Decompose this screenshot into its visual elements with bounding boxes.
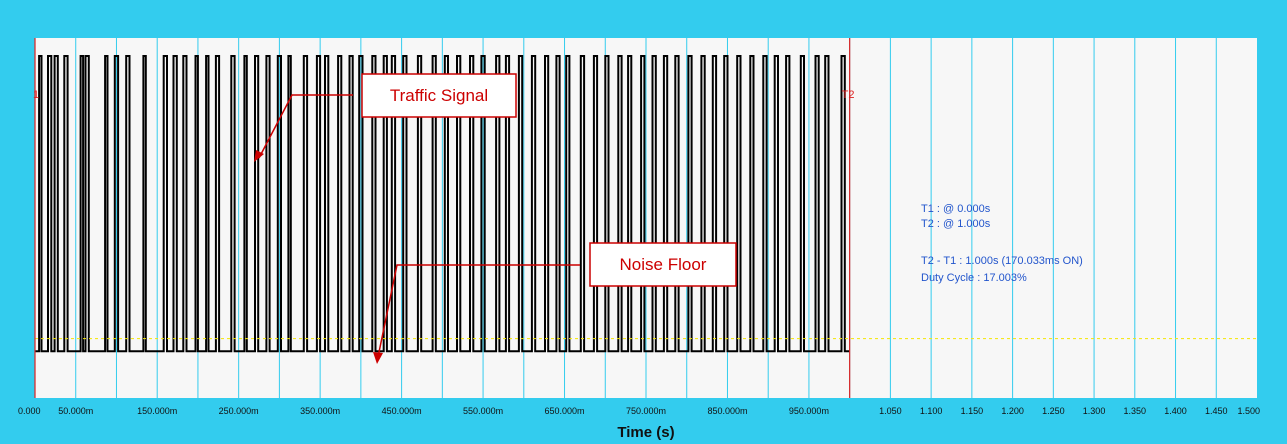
cursor-t1-label: 1	[33, 89, 39, 101]
signal-trace	[35, 55, 850, 353]
traffic-signal-label: Traffic Signal	[390, 86, 488, 105]
x-tick-label: 1.200	[1001, 406, 1024, 416]
x-tick-label: 1.150	[961, 406, 984, 416]
x-tick-label: 750.000m	[626, 406, 666, 416]
x-tick-label: 1.400	[1164, 406, 1187, 416]
noise-floor-box	[589, 242, 737, 287]
x-tick-label: 550.000m	[463, 406, 503, 416]
signal-line	[35, 55, 850, 353]
x-tick-label: 850.000m	[707, 406, 747, 416]
cursor-t2-label: T2	[842, 89, 855, 101]
traffic-signal-callout: Traffic Signal	[254, 73, 517, 162]
x-tick-label: 1.300	[1083, 406, 1106, 416]
noise-floor-label: Noise Floor	[620, 255, 707, 274]
readout-delta: T2 - T1 : 1.000s (170.033ms ON)	[921, 255, 1083, 267]
x-tick-label: 1.100	[920, 406, 943, 416]
noise-floor-leader-line	[377, 264, 580, 358]
x-tick-label: 1.050	[879, 406, 902, 416]
x-tick-label: 150.000m	[137, 406, 177, 416]
traffic-signal-arrowhead	[254, 150, 264, 162]
traffic-signal-box	[361, 73, 517, 118]
readout-duty-cycle: Duty Cycle : 17.003%	[921, 272, 1027, 284]
noise-floor-callout: Noise Floor	[373, 242, 737, 364]
x-axis-label: Time (s)	[617, 424, 674, 441]
x-tick-label: 450.000m	[382, 406, 422, 416]
x-axis-ticks: 0.000 50.000m 150.000m 250.000m 350.000m 450.…	[18, 406, 1260, 416]
noise-floor-arrowhead	[373, 352, 383, 364]
x-tick-label: 1.350	[1124, 406, 1147, 416]
x-tick-label: 250.000m	[219, 406, 259, 416]
x-tick-label: 0.000	[18, 406, 41, 416]
traffic-signal-leader-line	[258, 94, 353, 159]
measurement-readout: T1 : @ 0.000s T2 : @ 1.000s T2 - T1 : 1.…	[921, 203, 1083, 284]
x-tick-label: 1.450	[1205, 406, 1228, 416]
x-tick-label: 50.000m	[58, 406, 93, 416]
readout-t1: T1 : @ 0.000s	[921, 203, 991, 215]
x-tick-label: 1.500	[1237, 406, 1260, 416]
readout-t2: T2 : @ 1.000s	[921, 218, 991, 230]
x-tick-label: 950.000m	[789, 406, 829, 416]
x-tick-label: 350.000m	[300, 406, 340, 416]
x-tick-label: 650.000m	[545, 406, 585, 416]
x-tick-label: 1.250	[1042, 406, 1065, 416]
